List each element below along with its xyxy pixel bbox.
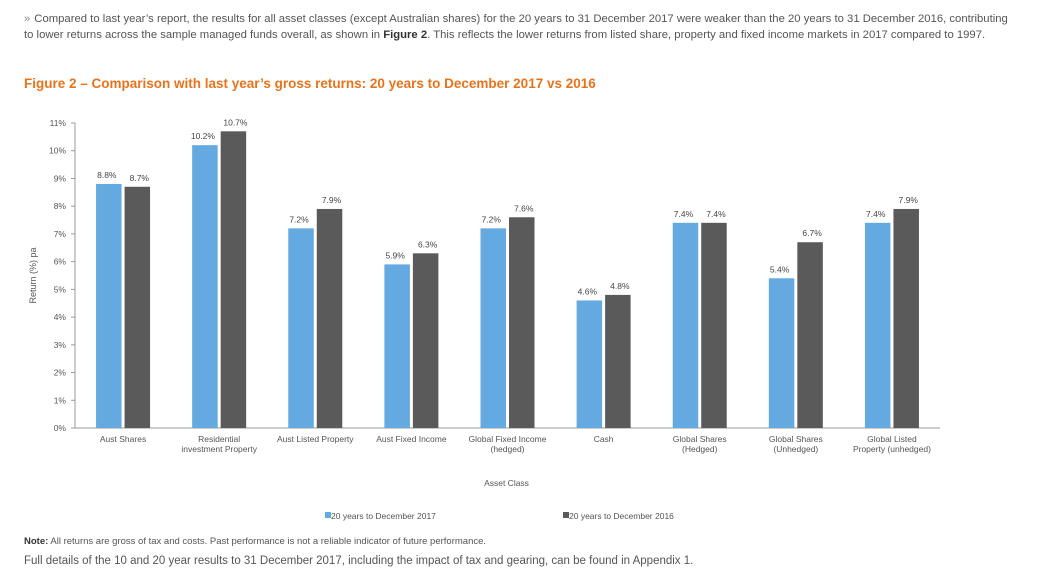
x-tick-label: Global Shares: [673, 434, 727, 444]
data-label-2016: 6.7%: [802, 228, 822, 238]
bar-2017: [384, 264, 410, 428]
bar-chart: 0% 1% 2% 3% 4% 5% 6% 7% 8% 9% 10% 11% Return (%) pa 8…: [28, 117, 940, 521]
data-label-2016: 7.9%: [322, 195, 342, 205]
bar-2016: [220, 131, 247, 428]
legend-swatch-2016: [563, 512, 569, 518]
x-tick-label: Global Fixed Income: [469, 434, 547, 444]
intro-text-after: . This reflects the lower returns from l…: [427, 28, 986, 41]
note-label: Note:: [24, 536, 49, 547]
y-tick-label: 5%: [54, 284, 67, 294]
bar-2017: [480, 228, 506, 428]
bar-2016: [605, 294, 631, 428]
data-label-2017: 7.2%: [482, 214, 502, 224]
y-tick-label: 10%: [49, 146, 66, 156]
data-label-2016: 8.7%: [130, 173, 150, 183]
data-label-2017: 7.4%: [674, 209, 694, 219]
bar-2016: [412, 253, 439, 428]
bar-2016: [893, 208, 919, 428]
data-label-2016: 7.6%: [514, 203, 534, 213]
x-tick-label: Aust Listed Property: [277, 434, 354, 444]
data-label-2017: 10.2%: [191, 131, 216, 141]
y-tick-label: 1%: [54, 395, 67, 405]
y-tick-label: 8%: [54, 201, 67, 211]
x-tick-label: Aust Shares: [100, 434, 146, 444]
x-tick-label: Aust Fixed Income: [376, 434, 447, 444]
note: Note: All returns are gross of tax and c…: [24, 536, 486, 547]
y-tick-label: 11%: [50, 118, 67, 128]
bar-2016: [797, 242, 823, 428]
data-label-2017: 7.4%: [866, 209, 886, 219]
data-label-2016: 10.7%: [223, 117, 248, 127]
x-tick-label: Property (unhedged): [853, 444, 931, 454]
data-label-2016: 7.4%: [706, 209, 726, 219]
bar-2016: [509, 217, 535, 428]
figure-title: Figure 2 – Comparison with last year’s g…: [24, 76, 596, 91]
data-label-2017: 4.6%: [578, 286, 598, 296]
intro-text-before: Compared to last year’s report, the resu…: [24, 13, 1008, 41]
x-tick-label: Global Shares: [769, 434, 823, 444]
y-tick-label: 4%: [54, 312, 67, 322]
intro-paragraph: » Compared to last year’s report, the res…: [24, 12, 1014, 43]
bar-2017: [288, 228, 314, 428]
footer-text: Full details of the 10 and 20 year resul…: [24, 555, 694, 567]
x-axis-title: Asset Class: [484, 478, 529, 488]
chevron-bullet-icon: »: [24, 13, 31, 25]
figure-reference: Figure 2: [383, 28, 428, 41]
y-axis-title: Return (%) pa: [28, 247, 38, 303]
y-tick-label: 2%: [54, 368, 67, 378]
y-tick-label: 6%: [54, 257, 67, 267]
bar-2017: [672, 222, 699, 428]
bar-2017: [192, 145, 218, 428]
data-label-2016: 4.8%: [610, 281, 630, 291]
x-tick-label: investment Property: [181, 444, 257, 454]
x-tick-label: (Hedged): [682, 444, 718, 454]
bar-2016: [124, 186, 151, 428]
x-tick-label: Cash: [594, 434, 614, 444]
legend-label-2017: 20 years to December 2017: [331, 511, 436, 521]
bar-2017: [576, 300, 603, 428]
data-label-2017: 5.4%: [770, 264, 790, 274]
data-label-2016: 7.9%: [899, 195, 919, 205]
y-tick-label: 3%: [54, 340, 67, 350]
bar-2017: [864, 222, 891, 428]
x-tick-label: (Unhedged): [773, 444, 818, 454]
data-label-2017: 7.2%: [289, 214, 309, 224]
data-label-2016: 6.3%: [418, 239, 438, 249]
note-text: All returns are gross of tax and costs. …: [48, 536, 487, 547]
bar-2016: [701, 222, 727, 428]
bar-2017: [96, 184, 122, 428]
data-label-2017: 8.8%: [97, 170, 117, 180]
data-label-2017: 5.9%: [385, 250, 405, 260]
x-tick-label: (hedged): [490, 444, 524, 454]
y-tick-label: 0%: [54, 423, 67, 433]
y-tick-label: 7%: [54, 229, 67, 239]
x-tick-label: Residential: [198, 434, 240, 444]
legend-label-2016: 20 years to December 2016: [569, 511, 674, 521]
legend-swatch-2017: [325, 512, 331, 518]
x-tick-label: Global Listed: [867, 434, 917, 444]
bar-2016: [316, 208, 343, 428]
y-tick-label: 9%: [54, 173, 67, 183]
bar-2017: [768, 278, 795, 428]
